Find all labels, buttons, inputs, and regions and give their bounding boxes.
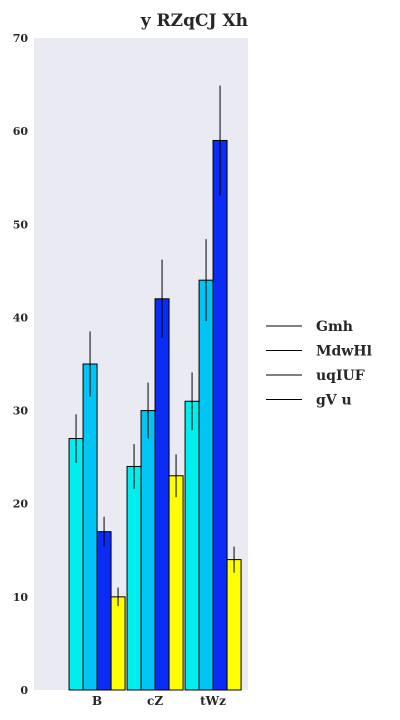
- y-tick-label: 70: [13, 32, 29, 45]
- bar: [154, 298, 170, 691]
- bar: [82, 363, 98, 691]
- legend: Gmh MdwHl uqIUF gV u: [266, 319, 372, 409]
- bars-group: [68, 139, 242, 691]
- y-tick-label: 10: [13, 591, 29, 604]
- bar: [198, 279, 214, 691]
- bar: [168, 475, 184, 691]
- y-axis-ticks: 0 10 20 30 40 50 60 70: [13, 32, 29, 697]
- y-tick-label: 0: [20, 684, 28, 697]
- x-tick-label: B: [92, 694, 102, 708]
- bar: [184, 400, 200, 691]
- y-tick-label: 50: [13, 218, 29, 231]
- x-tick-label: cZ: [147, 694, 163, 708]
- bar: [140, 410, 156, 691]
- y-tick-label: 30: [13, 405, 29, 418]
- bar: [126, 465, 142, 691]
- legend-label: MdwHl: [316, 344, 372, 360]
- error-bars-group: [75, 85, 235, 607]
- bar: [96, 531, 112, 691]
- chart-title: y RZqCJ Xh: [140, 11, 248, 31]
- y-tick-label: 40: [13, 311, 29, 324]
- bar: [226, 559, 242, 691]
- x-tick-label: tWz: [200, 694, 226, 708]
- bar: [212, 139, 228, 691]
- legend-label: uqIUF: [316, 368, 365, 384]
- y-tick-label: 60: [13, 125, 29, 138]
- y-tick-label: 20: [13, 498, 29, 511]
- bar: [68, 438, 84, 691]
- bar: [110, 596, 126, 691]
- legend-label: gV u: [316, 393, 352, 409]
- legend-label: Gmh: [316, 319, 353, 335]
